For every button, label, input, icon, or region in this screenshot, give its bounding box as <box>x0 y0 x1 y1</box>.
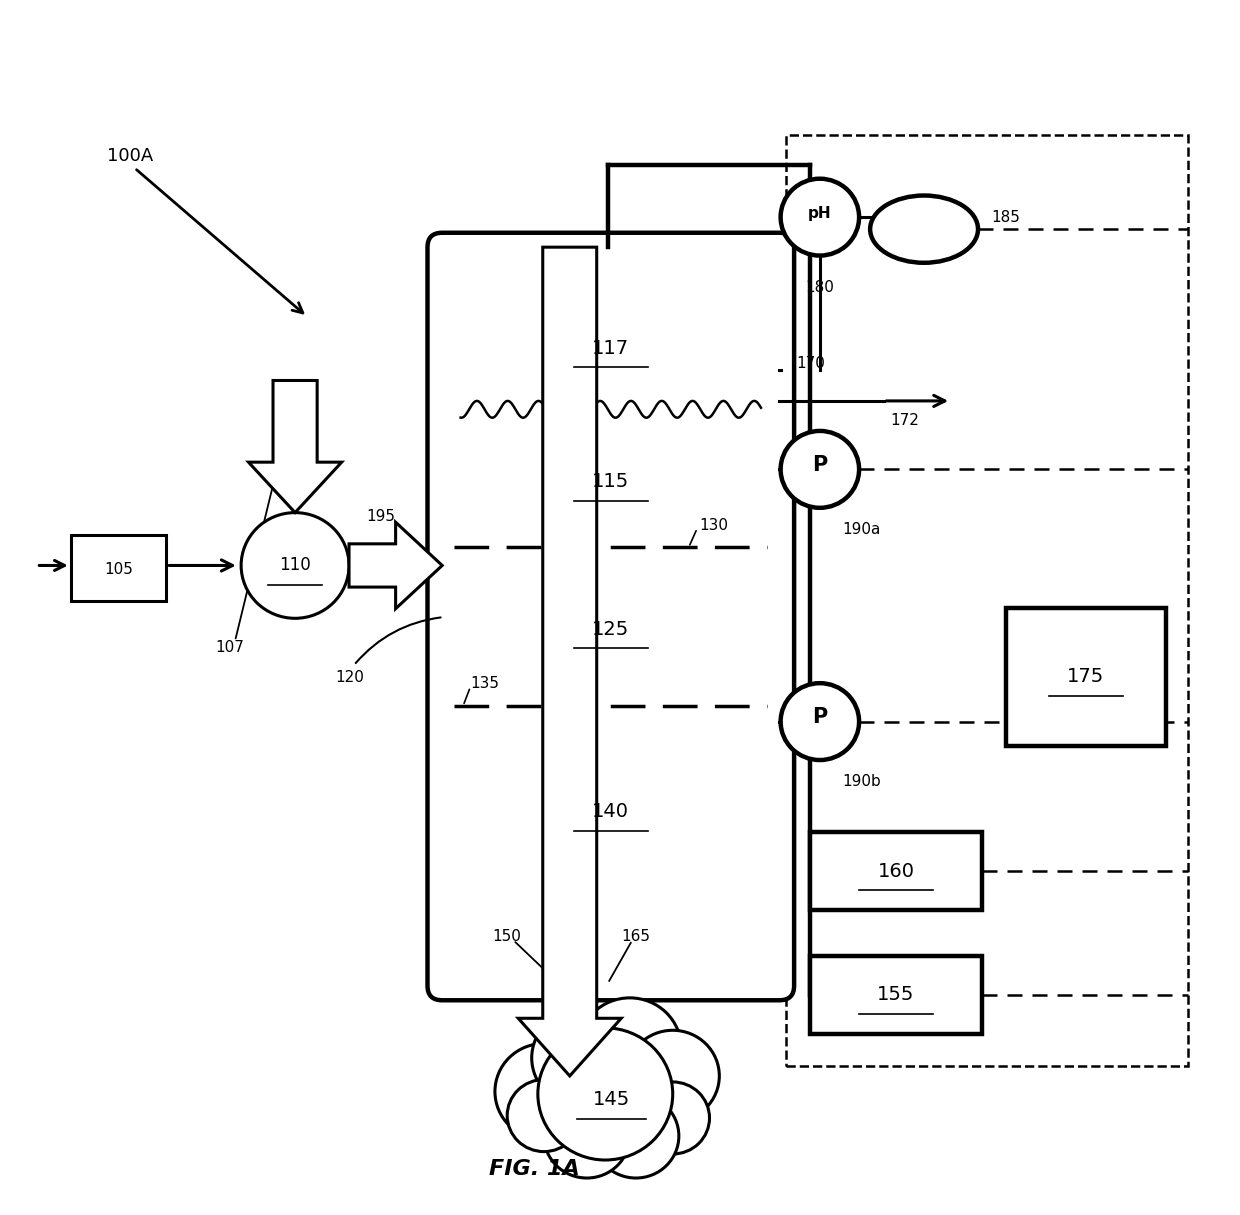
Text: 105: 105 <box>104 561 133 577</box>
FancyBboxPatch shape <box>810 832 982 910</box>
Text: 125: 125 <box>593 620 630 639</box>
Text: 155: 155 <box>877 985 915 1005</box>
Polygon shape <box>348 522 443 609</box>
Circle shape <box>544 1094 630 1179</box>
Circle shape <box>507 1080 580 1152</box>
FancyBboxPatch shape <box>1006 608 1166 746</box>
Text: P: P <box>812 707 827 727</box>
Text: 170: 170 <box>796 356 826 371</box>
Text: 190a: 190a <box>842 522 880 537</box>
Text: 140: 140 <box>593 802 630 821</box>
Ellipse shape <box>870 196 978 262</box>
Circle shape <box>593 1094 678 1179</box>
Text: 180: 180 <box>806 279 835 294</box>
Circle shape <box>241 513 348 618</box>
Text: 115: 115 <box>593 471 630 491</box>
Text: 190b: 190b <box>842 774 880 790</box>
FancyBboxPatch shape <box>810 956 982 1034</box>
Circle shape <box>636 1081 709 1154</box>
Circle shape <box>495 1044 593 1140</box>
FancyBboxPatch shape <box>71 536 166 601</box>
Text: 165: 165 <box>621 929 651 944</box>
Text: 120: 120 <box>336 669 365 685</box>
Text: P: P <box>812 454 827 475</box>
Text: pH: pH <box>808 207 832 221</box>
Circle shape <box>538 1028 673 1160</box>
Text: 150: 150 <box>492 929 522 944</box>
Text: 175: 175 <box>1068 667 1105 686</box>
Circle shape <box>532 1010 630 1106</box>
Text: 117: 117 <box>593 339 630 357</box>
Text: 160: 160 <box>878 861 914 881</box>
Circle shape <box>578 998 681 1098</box>
Text: 172: 172 <box>890 413 919 428</box>
Circle shape <box>781 179 859 255</box>
Text: 130: 130 <box>699 519 729 533</box>
Text: 145: 145 <box>593 1090 630 1109</box>
Polygon shape <box>248 380 342 513</box>
FancyBboxPatch shape <box>428 233 794 1000</box>
Text: 195: 195 <box>366 509 396 524</box>
Text: 185: 185 <box>992 210 1021 225</box>
Polygon shape <box>518 247 621 1076</box>
Circle shape <box>781 431 859 508</box>
Circle shape <box>626 1030 719 1121</box>
Text: 100A: 100A <box>108 147 154 165</box>
Circle shape <box>781 683 859 761</box>
Text: 110: 110 <box>279 556 311 575</box>
Text: 135: 135 <box>470 676 500 690</box>
Text: 107: 107 <box>216 639 244 655</box>
Text: FIG. 1A: FIG. 1A <box>489 1159 579 1180</box>
